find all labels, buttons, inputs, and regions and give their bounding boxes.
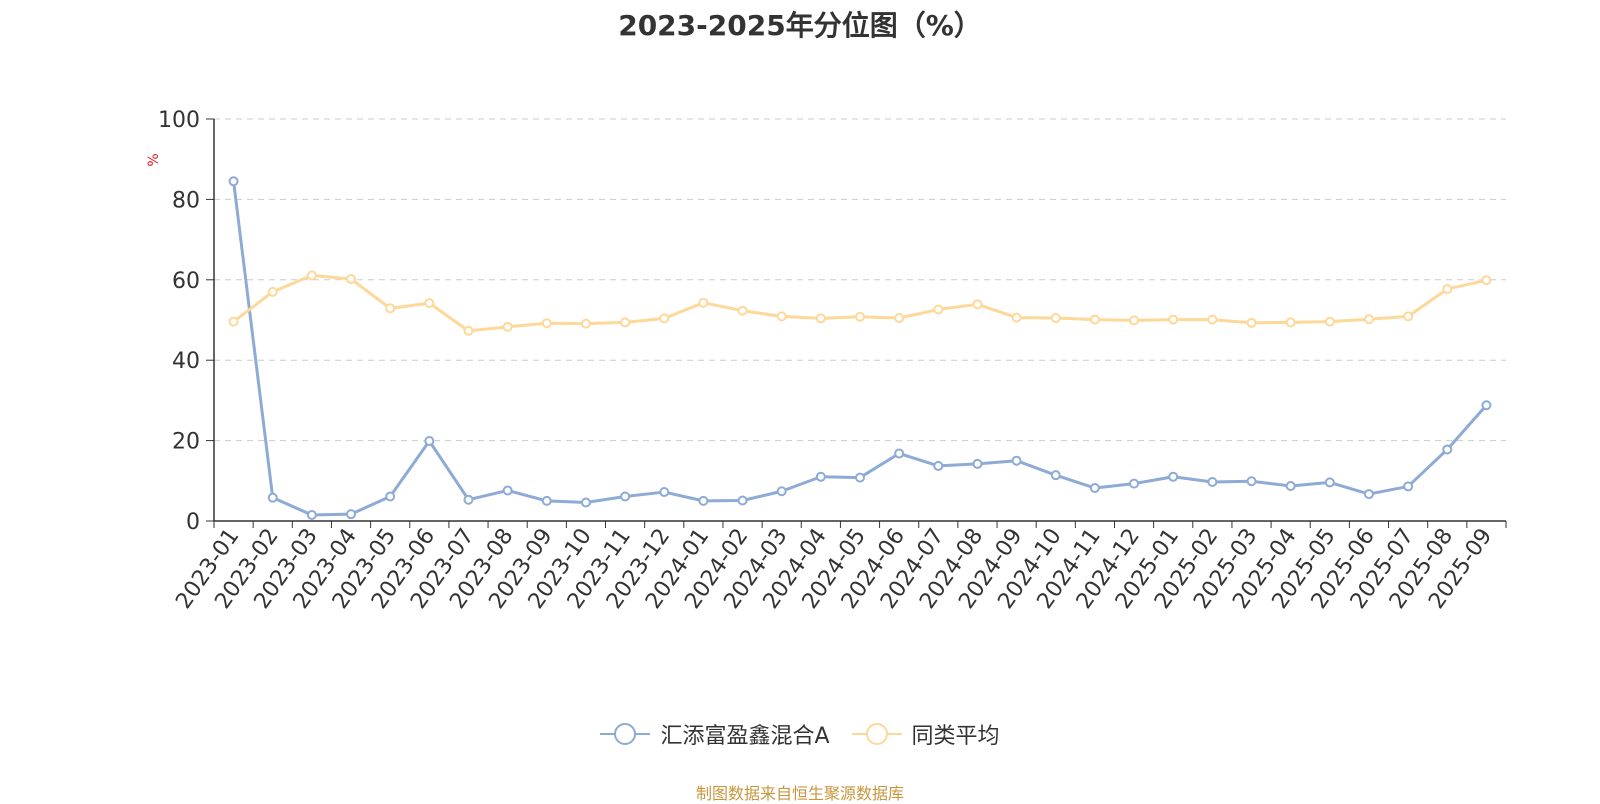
legend-item-series-1[interactable]: 汇添富盈鑫混合A — [600, 718, 830, 750]
series-1-point — [620, 491, 631, 502]
series-1-point — [346, 509, 357, 520]
legend-swatch-series-1-icon — [600, 723, 651, 745]
series-2-point — [1324, 316, 1335, 327]
legend-item-series-2[interactable]: 同类平均 — [851, 718, 1000, 750]
series-1-point — [1011, 455, 1022, 466]
series-2-point — [1089, 314, 1100, 325]
y-tick-label: 0 — [186, 510, 200, 535]
source-note: 制图数据来自恒生聚源数据库 — [695, 784, 904, 803]
series-2-point — [933, 304, 944, 315]
series-1-point — [1207, 477, 1218, 488]
series-1-point — [306, 509, 317, 520]
series-2-point — [737, 305, 748, 316]
series-2-point — [1011, 312, 1022, 323]
series-1-point — [1129, 478, 1140, 489]
series-1-point — [855, 472, 865, 483]
series-2-point — [855, 311, 865, 322]
series-1-point — [1168, 471, 1179, 482]
legend: 汇添富盈鑫混合A 同类平均 — [0, 718, 1600, 750]
series-1-point — [737, 495, 748, 506]
series-2-point — [620, 317, 631, 328]
series-2-point — [424, 298, 435, 309]
chart-title: 2023-2025年分位图（%） — [618, 9, 982, 42]
axes: 0204060801002023-012023-022023-032023-04… — [158, 108, 1507, 614]
series-2-point — [1363, 314, 1374, 325]
series-1-point — [424, 436, 435, 447]
series-1-point — [228, 176, 239, 187]
series-2-point — [1129, 315, 1140, 326]
series-2-point — [1207, 314, 1218, 325]
series-1-point — [580, 497, 591, 508]
series-2-point — [306, 270, 317, 281]
series-1-point — [1481, 400, 1492, 411]
series-1-point — [541, 495, 552, 506]
series-2-point — [1050, 312, 1061, 323]
legend-swatch-series-2-icon — [851, 723, 902, 745]
series-1-point — [1324, 477, 1335, 488]
y-tick-label: 60 — [172, 269, 200, 294]
legend-label-series-1: 汇添富盈鑫混合A — [660, 724, 830, 749]
series-1-point — [933, 460, 944, 471]
series-2-point — [346, 273, 357, 284]
series-2-point — [580, 318, 591, 329]
series-1-line — [232, 181, 1488, 517]
series-1-point — [1442, 444, 1453, 455]
series-1-point — [894, 448, 905, 459]
series-2-point — [541, 318, 552, 329]
series-2-point — [385, 303, 396, 314]
series-2-point — [1442, 284, 1453, 295]
series-1-point — [1363, 489, 1374, 500]
y-tick-label: 40 — [172, 349, 200, 374]
series-1-point — [1246, 476, 1257, 487]
series-2-point — [463, 325, 474, 336]
series-1-point — [502, 485, 513, 496]
series-2-point — [1246, 317, 1257, 328]
legend-label-series-2: 同类平均 — [911, 724, 1000, 749]
series-1-point — [463, 494, 474, 505]
series-1-point — [972, 458, 983, 469]
series-1-point — [1403, 481, 1414, 492]
series-2-point — [1403, 311, 1414, 322]
series-1-point — [1050, 470, 1061, 481]
y-tick-label: 100 — [158, 108, 200, 133]
series-2-point — [776, 311, 787, 322]
series-2-point — [502, 321, 513, 332]
series-2-point — [228, 316, 239, 327]
y-tick-label: 20 — [172, 430, 200, 455]
series-2-point — [267, 286, 278, 297]
series-2-point — [698, 297, 709, 308]
grid-lines — [214, 118, 1506, 442]
series-1-point — [698, 495, 709, 506]
series-lines — [228, 176, 1492, 520]
series-1-point — [776, 486, 787, 497]
series-2-point — [659, 313, 670, 324]
series-1-point — [1089, 483, 1100, 494]
series-2-point — [972, 299, 983, 310]
series-1-point — [815, 471, 826, 482]
series-1-point — [385, 491, 396, 502]
series-2-point — [1481, 275, 1492, 286]
series-1-point — [659, 487, 670, 498]
series-2-point — [815, 313, 826, 324]
series-1-point — [1285, 481, 1296, 492]
y-axis-unit-label: % — [146, 153, 162, 166]
series-2-line — [232, 273, 1487, 333]
series-2-point — [1168, 314, 1179, 325]
series-2-point — [894, 312, 905, 323]
series-2-point — [1285, 317, 1296, 328]
y-tick-label: 80 — [172, 188, 200, 213]
series-1-point — [267, 492, 278, 503]
